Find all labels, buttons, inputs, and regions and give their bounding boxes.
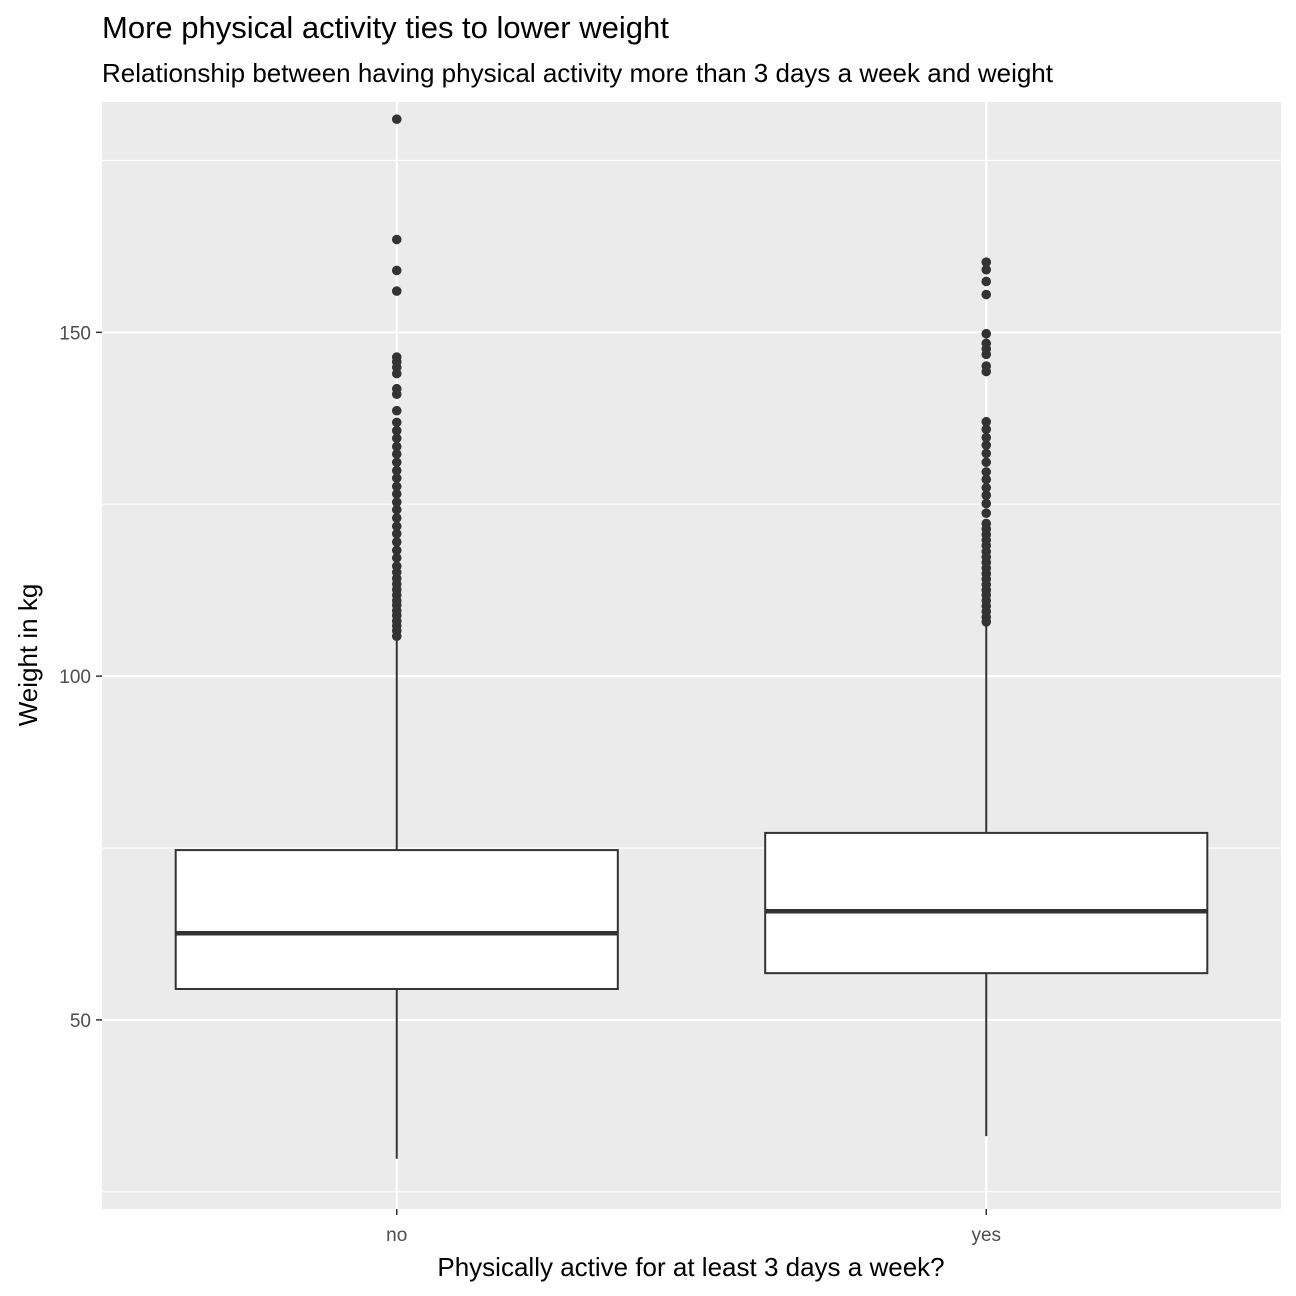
outlier-point — [981, 448, 992, 459]
outlier-point — [981, 467, 992, 477]
outlier-point — [391, 234, 402, 245]
outlier-point — [981, 440, 992, 450]
outlier-point — [391, 473, 402, 483]
outlier-point — [391, 504, 402, 515]
outlier-point — [391, 521, 402, 532]
outlier-point — [391, 425, 402, 436]
outlier-point — [391, 433, 402, 444]
plot-panel-background — [102, 102, 1281, 1209]
outlier-point — [391, 465, 402, 476]
outlier-point — [981, 518, 992, 529]
boxes-layer — [174, 114, 1209, 1159]
outlier-point — [391, 545, 402, 556]
outlier-point — [981, 276, 992, 287]
outlier-point — [391, 489, 402, 499]
iqr-box — [764, 831, 1209, 975]
outlier-point — [981, 338, 992, 349]
iqr-box — [174, 849, 619, 990]
outlier-point — [981, 474, 992, 485]
outlier-point — [391, 449, 402, 459]
outlier-point — [391, 457, 402, 468]
outlier-point — [391, 114, 402, 124]
outlier-point — [981, 257, 992, 268]
outlier-point — [981, 490, 992, 501]
outlier-point — [391, 352, 402, 362]
chart-subtitle: Relationship between having physical act… — [102, 58, 1053, 88]
outlier-point — [391, 265, 402, 276]
outlier-point — [391, 553, 402, 563]
outlier-point — [391, 537, 402, 547]
outlier-point — [981, 508, 992, 518]
outlier-point — [981, 416, 992, 427]
x-tick-label: yes — [971, 1225, 1001, 1246]
y-axis-title: Weight in kg — [13, 584, 43, 727]
x-tick-label: no — [386, 1225, 407, 1246]
outlier-point — [391, 383, 402, 394]
outlier-point — [981, 457, 992, 468]
outlier-point — [981, 328, 992, 339]
outlier-point — [981, 482, 992, 493]
outlier-point — [981, 424, 992, 435]
outlier-point — [981, 361, 992, 371]
outlier-point — [391, 405, 402, 416]
y-axis: 50 100 150 — [59, 323, 102, 1032]
x-axis: no yes — [386, 1209, 1001, 1246]
outlier-point — [391, 528, 402, 539]
outlier-point — [391, 286, 402, 296]
outlier-point — [391, 497, 402, 507]
outlier-point — [981, 498, 992, 509]
y-tick-label: 150 — [59, 323, 91, 344]
outlier-point — [981, 289, 992, 300]
box-group-no — [174, 114, 619, 1159]
outlier-point — [391, 481, 402, 492]
outlier-point — [391, 417, 402, 428]
outlier-point — [981, 264, 992, 275]
box-group-yes — [764, 257, 1209, 1137]
outlier-point — [391, 441, 402, 452]
chart-title: More physical activity ties to lower wei… — [102, 10, 669, 45]
outlier-point — [391, 561, 402, 571]
x-axis-title: Physically active for at least 3 days a … — [437, 1252, 944, 1282]
outlier-point — [981, 432, 992, 443]
y-tick-label: 50 — [70, 1011, 91, 1032]
outlier-point — [391, 513, 402, 523]
y-tick-label: 100 — [59, 667, 91, 688]
